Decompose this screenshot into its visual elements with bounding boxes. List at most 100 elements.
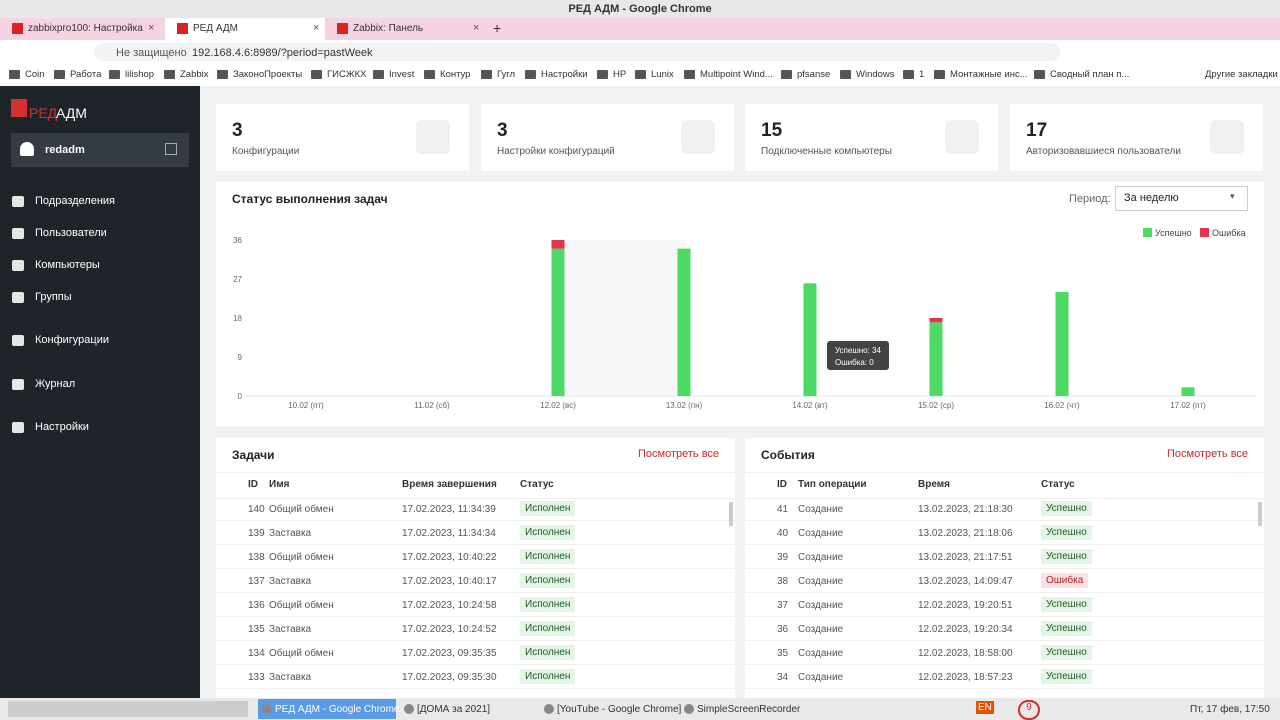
nav-label: Конфигурации: [35, 334, 110, 346]
x-tick-label: 10.02 (пт): [288, 401, 324, 410]
url[interactable]: 192.168.4.6:8989/?period=pastWeek: [192, 47, 373, 59]
bookmark-icon: [525, 70, 536, 79]
stat-card: 17 Авторизовавшиеся пользователи: [1010, 104, 1263, 171]
column-header: ID: [777, 479, 787, 490]
table-cell: 12.02.2023, 19:20:34: [918, 624, 1013, 635]
other-bookmarks[interactable]: Другие закладки: [1205, 69, 1278, 80]
stat-label: Авторизовавшиеся пользователи: [1026, 146, 1181, 157]
bookmark-icon: [903, 70, 914, 79]
row-divider: [216, 520, 735, 521]
nav-icon: [12, 228, 24, 239]
table-cell: Создание: [798, 504, 844, 515]
table-cell: Создание: [798, 528, 844, 539]
new-tab[interactable]: +: [493, 20, 502, 36]
status-badge: Успешно: [1041, 597, 1092, 612]
y-tick-label: 9: [238, 353, 243, 362]
table-cell: Заставка: [269, 672, 312, 683]
nav-item[interactable]: Подразделения: [0, 191, 200, 213]
nav-item[interactable]: Конфигурации: [0, 330, 200, 352]
table-cell: Общий обмен: [269, 648, 334, 659]
column-header: Имя: [269, 479, 290, 490]
nav-item[interactable]: Группы: [0, 287, 200, 309]
taskbar-label: [YouTube - Google Chrome]: [557, 704, 682, 715]
bookmark-icon: [481, 70, 492, 79]
bookmark-label: Настройки: [541, 69, 588, 80]
logo-accent: РЕД: [29, 105, 58, 121]
table-cell: 13.02.2023, 14:09:47: [918, 576, 1013, 587]
bookmark-label: Сводный план п...: [1050, 69, 1130, 80]
nav-item[interactable]: Пользователи: [0, 223, 200, 245]
bookmark-label: Coin: [25, 69, 45, 80]
table-cell: 12.02.2023, 18:58:00: [918, 648, 1013, 659]
id-cell: 138: [248, 552, 265, 563]
taskbar-item[interactable]: SimpleScreenRecorder: [680, 699, 818, 719]
user-name: redadm: [45, 144, 85, 156]
stat-card: 15 Подключенные компьютеры: [745, 104, 998, 171]
x-tick-label: 17.02 (пт): [1170, 401, 1206, 410]
nav-item[interactable]: Настройки: [0, 417, 200, 439]
id-cell: 136: [248, 600, 265, 611]
status-badge: Исполнен: [520, 597, 576, 612]
bookmark-icon: [373, 70, 384, 79]
nav-icon: [12, 196, 24, 207]
table-cell: Общий обмен: [269, 600, 334, 611]
taskbar-icon: [404, 704, 414, 714]
x-tick-label: 12.02 (вс): [540, 401, 576, 410]
row-divider: [216, 568, 735, 569]
nav-item[interactable]: Журнал: [0, 374, 200, 396]
table-cell: Заставка: [269, 624, 312, 635]
taskbar-label: РЕД АДМ - Google Chrome: [275, 704, 400, 715]
tab[interactable]: Zabbix: Панель ×: [325, 18, 485, 40]
nav-icon: [12, 292, 24, 303]
bookmark-icon: [217, 70, 228, 79]
tab[interactable]: РЕД АДМ ×: [165, 18, 325, 40]
tab-icon: [177, 23, 188, 34]
id-cell: 37: [777, 600, 789, 611]
row-divider: [216, 592, 735, 593]
bookmark-icon: [635, 70, 646, 79]
x-tick-label: 11.02 (сб): [414, 401, 450, 410]
period-select[interactable]: За неделю ▾: [1115, 186, 1248, 211]
view-all-link[interactable]: Посмотреть все: [1167, 448, 1249, 460]
status-badge: Исполнен: [520, 573, 576, 588]
tab-title: zabbixpro100: Настройка уз...: [28, 23, 146, 34]
legend-label: Ошибка: [1212, 228, 1246, 238]
id-cell: 41: [777, 504, 789, 515]
nav-label: Подразделения: [35, 195, 115, 207]
language[interactable]: EN: [976, 701, 994, 714]
table-cell: 13.02.2023, 21:17:51: [918, 552, 1013, 563]
row-divider: [745, 616, 1264, 617]
nav-item[interactable]: Компьютеры: [0, 255, 200, 277]
bar: [929, 318, 943, 323]
taskbar-item[interactable]: [ДОМА за 2021]: [400, 699, 538, 719]
table-title: События: [761, 448, 815, 462]
row-divider: [745, 688, 1264, 689]
column-header: ID: [248, 479, 258, 490]
taskbar-item[interactable]: [YouTube - Google Chrome]: [540, 699, 682, 719]
row-divider: [745, 544, 1264, 545]
dropdown-arrow: ▾: [1230, 191, 1235, 201]
title-bar: [0, 0, 1280, 18]
table-cell: 13.02.2023, 21:18:06: [918, 528, 1013, 539]
scrollbar: [729, 502, 733, 526]
row-divider: [745, 568, 1264, 569]
table-cell: 12.02.2023, 19:20:51: [918, 600, 1013, 611]
status-badge: Успешно: [1041, 525, 1092, 540]
legend-swatch: [1143, 228, 1152, 237]
bookmark-label: Монтажные инс...: [950, 69, 1028, 80]
view-all-link[interactable]: Посмотреть все: [638, 448, 720, 460]
row-divider: [216, 616, 735, 617]
table-cell: Создание: [798, 624, 844, 635]
status-badge: Успешно: [1041, 549, 1092, 564]
nav-label: Настройки: [35, 421, 89, 433]
stat-card: 3 Настройки конфигураций: [481, 104, 734, 171]
column-header: Статус: [1041, 479, 1075, 490]
bookmark-label: Multipoint Wind...: [700, 69, 773, 80]
logout[interactable]: [165, 143, 177, 155]
taskbar-item[interactable]: РЕД АДМ - Google Chrome: [258, 699, 400, 719]
row-divider: [216, 688, 735, 689]
bookmark-icon: [840, 70, 851, 79]
bar: [551, 248, 565, 396]
tab[interactable]: zabbixpro100: Настройка уз...×: [0, 18, 160, 40]
table-cell: 17.02.2023, 09:35:30: [402, 672, 497, 683]
